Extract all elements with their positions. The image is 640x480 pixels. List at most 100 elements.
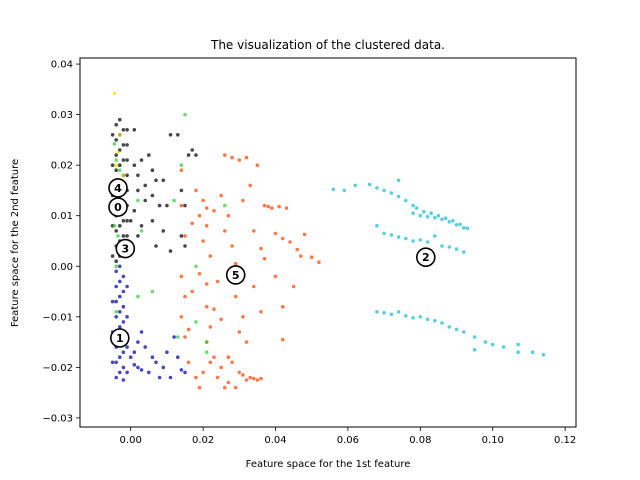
data-point bbox=[136, 340, 140, 344]
data-point bbox=[139, 158, 144, 162]
x-tick-label: 0.00 bbox=[120, 435, 142, 446]
data-point bbox=[125, 219, 129, 223]
data-point bbox=[462, 330, 466, 334]
data-point bbox=[186, 327, 191, 332]
data-point bbox=[176, 355, 180, 360]
data-point bbox=[154, 360, 158, 365]
data-point bbox=[139, 330, 144, 334]
data-point bbox=[472, 335, 477, 339]
data-point bbox=[157, 375, 162, 380]
data-point bbox=[183, 244, 187, 248]
points-layer bbox=[110, 91, 546, 390]
cluster-centers: 0 1 2 3 4 5 bbox=[108, 178, 436, 348]
data-point bbox=[248, 183, 252, 188]
data-point bbox=[302, 232, 307, 237]
data-point bbox=[114, 299, 118, 304]
data-point bbox=[215, 279, 220, 284]
data-point bbox=[194, 264, 198, 269]
data-point bbox=[382, 231, 386, 236]
data-point bbox=[462, 226, 466, 230]
data-point bbox=[429, 211, 434, 215]
data-point bbox=[259, 246, 263, 251]
data-point bbox=[121, 378, 126, 382]
cluster-center-label: 3 bbox=[121, 243, 129, 256]
data-point bbox=[150, 193, 155, 198]
data-point bbox=[204, 350, 209, 355]
data-point bbox=[150, 168, 155, 172]
data-point bbox=[280, 337, 285, 342]
data-point bbox=[112, 142, 117, 146]
data-point bbox=[237, 370, 242, 375]
data-point bbox=[230, 244, 234, 248]
y-tick-label: −0.03 bbox=[42, 413, 73, 424]
data-point bbox=[451, 219, 455, 223]
data-point bbox=[179, 203, 184, 208]
data-point bbox=[204, 304, 209, 309]
data-point bbox=[121, 219, 126, 223]
data-point bbox=[280, 304, 285, 309]
data-point bbox=[194, 320, 198, 324]
data-point bbox=[501, 345, 506, 349]
data-point bbox=[110, 360, 115, 365]
data-point bbox=[112, 91, 117, 96]
data-point bbox=[136, 198, 140, 203]
data-point bbox=[447, 245, 452, 249]
data-point bbox=[197, 272, 202, 276]
data-point bbox=[118, 224, 122, 228]
data-point bbox=[176, 133, 180, 137]
data-point bbox=[465, 226, 470, 231]
data-point bbox=[132, 208, 137, 213]
data-point bbox=[114, 375, 118, 380]
data-point bbox=[490, 342, 495, 347]
data-point bbox=[118, 310, 122, 314]
data-point bbox=[183, 112, 187, 117]
data-point bbox=[143, 345, 147, 349]
cluster-center-marker bbox=[115, 238, 136, 259]
data-point bbox=[212, 208, 216, 213]
data-point bbox=[183, 335, 187, 339]
data-point bbox=[483, 340, 488, 344]
data-point bbox=[179, 163, 184, 167]
data-point bbox=[116, 150, 120, 155]
data-point bbox=[125, 158, 129, 162]
y-tick-label: 0.02 bbox=[51, 161, 73, 172]
data-point bbox=[114, 163, 118, 167]
data-point bbox=[121, 274, 126, 279]
data-point bbox=[110, 163, 115, 167]
data-point bbox=[110, 299, 115, 304]
data-point bbox=[136, 294, 140, 299]
data-point bbox=[215, 375, 220, 380]
data-point bbox=[157, 203, 162, 208]
data-point bbox=[114, 360, 118, 365]
data-point bbox=[125, 370, 129, 375]
data-point bbox=[121, 365, 126, 370]
data-point bbox=[223, 229, 227, 233]
data-point bbox=[186, 360, 191, 365]
y-tick-label: 0.00 bbox=[51, 262, 73, 273]
data-point bbox=[433, 215, 437, 220]
data-point bbox=[422, 209, 426, 214]
data-point bbox=[165, 203, 169, 208]
y-tick-label: −0.01 bbox=[42, 312, 73, 323]
data-point bbox=[396, 235, 401, 239]
data-point bbox=[418, 315, 423, 319]
data-point bbox=[194, 188, 198, 193]
data-point bbox=[161, 365, 166, 370]
data-point bbox=[194, 153, 198, 157]
data-point bbox=[230, 360, 234, 365]
data-point bbox=[179, 234, 184, 238]
data-point bbox=[139, 229, 144, 233]
data-point bbox=[219, 193, 223, 198]
data-point bbox=[125, 345, 129, 349]
data-point bbox=[118, 133, 122, 137]
data-point bbox=[118, 279, 122, 284]
data-point bbox=[375, 224, 379, 228]
data-point bbox=[190, 289, 194, 294]
data-point bbox=[118, 168, 122, 172]
data-point bbox=[112, 224, 117, 228]
data-point bbox=[309, 255, 314, 259]
data-point bbox=[204, 206, 209, 210]
data-point bbox=[259, 376, 263, 381]
data-point bbox=[132, 163, 137, 167]
data-point bbox=[121, 234, 126, 238]
